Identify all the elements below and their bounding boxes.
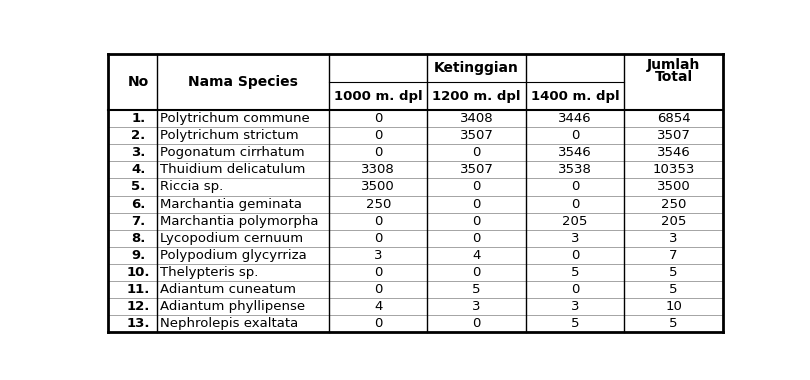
- Text: 1.: 1.: [131, 112, 146, 125]
- Text: 5: 5: [669, 283, 678, 296]
- Text: Marchantia polymorpha: Marchantia polymorpha: [160, 215, 318, 228]
- Text: 5: 5: [669, 317, 678, 330]
- Text: 3: 3: [669, 232, 678, 245]
- Text: No: No: [128, 75, 149, 89]
- Text: Lycopodium cernuum: Lycopodium cernuum: [160, 232, 303, 245]
- Text: 11.: 11.: [126, 283, 150, 296]
- Text: 0: 0: [571, 129, 579, 142]
- Text: Polytrichum strictum: Polytrichum strictum: [160, 129, 299, 142]
- Text: 0: 0: [374, 232, 382, 245]
- Text: 3507: 3507: [460, 129, 493, 142]
- Text: 3: 3: [571, 300, 579, 313]
- Text: 0: 0: [472, 266, 481, 279]
- Text: 1400 m. dpl: 1400 m. dpl: [531, 90, 620, 103]
- Text: 0: 0: [472, 232, 481, 245]
- Text: 0: 0: [571, 249, 579, 262]
- Text: 0: 0: [374, 215, 382, 228]
- Text: 3507: 3507: [657, 129, 690, 142]
- Text: 0: 0: [374, 266, 382, 279]
- Text: 0: 0: [374, 129, 382, 142]
- Text: Nama Species: Nama Species: [188, 75, 298, 89]
- Text: Marchantia geminata: Marchantia geminata: [160, 198, 302, 211]
- Text: Ketinggian: Ketinggian: [434, 61, 519, 75]
- Text: 5: 5: [571, 266, 579, 279]
- Text: 250: 250: [661, 198, 686, 211]
- Text: 12.: 12.: [126, 300, 150, 313]
- Text: 9.: 9.: [131, 249, 146, 262]
- Text: 0: 0: [374, 146, 382, 159]
- Text: Jumlah: Jumlah: [647, 59, 700, 72]
- Text: Adiantum phyllipense: Adiantum phyllipense: [160, 300, 305, 313]
- Text: Polytrichum commune: Polytrichum commune: [160, 112, 309, 125]
- Text: 3500: 3500: [657, 180, 690, 193]
- Text: 0: 0: [374, 317, 382, 330]
- Text: 6.: 6.: [131, 198, 146, 211]
- Text: 7: 7: [669, 249, 678, 262]
- Text: 1200 m. dpl: 1200 m. dpl: [433, 90, 521, 103]
- Text: Pogonatum cirrhatum: Pogonatum cirrhatum: [160, 146, 305, 159]
- Text: Adiantum cuneatum: Adiantum cuneatum: [160, 283, 296, 296]
- Text: 4: 4: [472, 249, 481, 262]
- Text: 3500: 3500: [361, 180, 395, 193]
- Text: 3: 3: [472, 300, 481, 313]
- Text: 3308: 3308: [361, 163, 395, 176]
- Text: 205: 205: [562, 215, 588, 228]
- Text: 5: 5: [669, 266, 678, 279]
- Text: 0: 0: [472, 198, 481, 211]
- Text: 3.: 3.: [131, 146, 146, 159]
- Text: 3546: 3546: [558, 146, 592, 159]
- Text: Nephrolepis exaltata: Nephrolepis exaltata: [160, 317, 298, 330]
- Text: 4: 4: [374, 300, 382, 313]
- Text: 3507: 3507: [460, 163, 493, 176]
- Text: 5: 5: [472, 283, 481, 296]
- Text: 0: 0: [374, 283, 382, 296]
- Text: 0: 0: [472, 215, 481, 228]
- Text: Total: Total: [654, 70, 693, 84]
- Text: Thelypteris sp.: Thelypteris sp.: [160, 266, 258, 279]
- Text: Thuidium delicatulum: Thuidium delicatulum: [160, 163, 305, 176]
- Text: 0: 0: [472, 180, 481, 193]
- Text: 3: 3: [374, 249, 382, 262]
- Text: 0: 0: [472, 146, 481, 159]
- Text: 10.: 10.: [126, 266, 150, 279]
- Text: 8.: 8.: [131, 232, 146, 245]
- Text: 0: 0: [571, 283, 579, 296]
- Text: 3546: 3546: [657, 146, 690, 159]
- Text: 250: 250: [365, 198, 391, 211]
- Text: 5.: 5.: [131, 180, 146, 193]
- Text: Riccia sp.: Riccia sp.: [160, 180, 223, 193]
- Text: 0: 0: [571, 180, 579, 193]
- Text: 6854: 6854: [657, 112, 690, 125]
- Text: 0: 0: [571, 198, 579, 211]
- Text: 4.: 4.: [131, 163, 146, 176]
- Text: 3446: 3446: [558, 112, 592, 125]
- Text: 5: 5: [571, 317, 579, 330]
- Text: 0: 0: [374, 112, 382, 125]
- Text: 7.: 7.: [131, 215, 146, 228]
- Text: 0: 0: [472, 317, 481, 330]
- Text: 10353: 10353: [652, 163, 695, 176]
- Text: 3: 3: [571, 232, 579, 245]
- Text: 3408: 3408: [460, 112, 493, 125]
- Text: 2.: 2.: [131, 129, 146, 142]
- Text: 13.: 13.: [126, 317, 150, 330]
- Text: 205: 205: [661, 215, 686, 228]
- Text: 10: 10: [665, 300, 682, 313]
- Text: 1000 m. dpl: 1000 m. dpl: [334, 90, 423, 103]
- Text: 3538: 3538: [558, 163, 592, 176]
- Text: Polypodium glycyrriza: Polypodium glycyrriza: [160, 249, 307, 262]
